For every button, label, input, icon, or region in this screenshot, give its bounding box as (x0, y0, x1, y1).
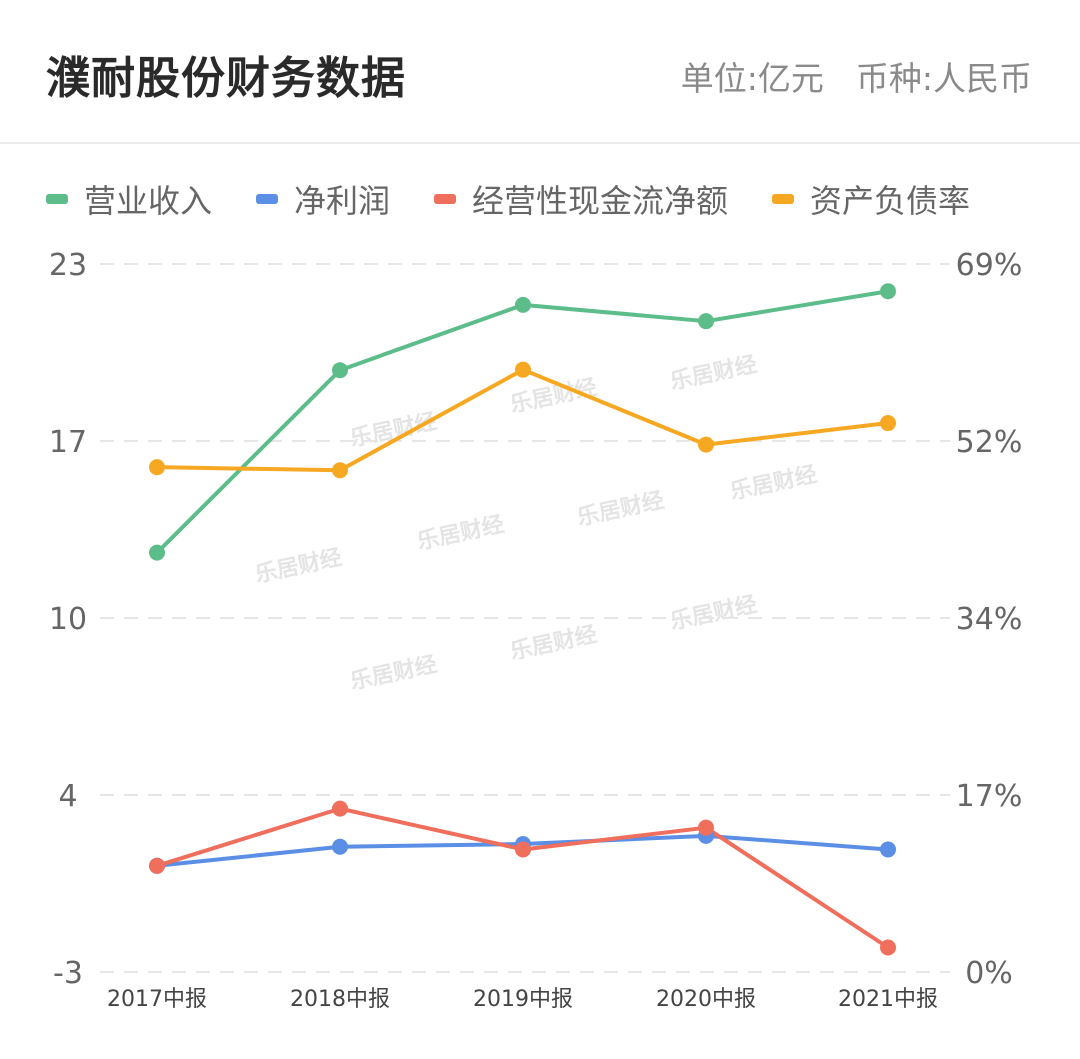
legend-item-revenue[interactable]: 营业收入 (46, 176, 212, 222)
legend-swatch-revenue (46, 194, 68, 204)
data-point[interactable] (332, 800, 348, 817)
data-point[interactable] (149, 857, 165, 874)
y-right-tick-label: 52% (956, 425, 1023, 460)
data-point[interactable] (880, 841, 896, 858)
legend-item-debt-ratio[interactable]: 资产负债率 (772, 176, 970, 222)
legend-swatch-cash-flow (434, 194, 457, 204)
y-axis-left: 23 17 10 4 -3 (49, 248, 87, 991)
unit-info: 单位:亿元 币种:人民币 (681, 52, 1032, 100)
y-right-tick-label: 0% (965, 956, 1013, 991)
chart-legend: 营业收入 净利润 经营性现金流净额 资产负债率 (46, 176, 970, 222)
watermark: 乐居财经 (575, 487, 666, 531)
data-point[interactable] (332, 838, 348, 855)
data-point[interactable] (332, 362, 348, 379)
data-point[interactable] (698, 819, 714, 836)
data-point[interactable] (698, 313, 714, 330)
data-point[interactable] (332, 462, 348, 479)
legend-swatch-debt-ratio (772, 194, 795, 204)
x-tick-label: 2019中报 (473, 987, 573, 1012)
header: 濮耐股份财务数据 单位:亿元 币种:人民币 (0, 0, 1080, 144)
watermark: 乐居财经 (728, 461, 819, 505)
series-points (149, 283, 896, 956)
legend-label-revenue: 营业收入 (84, 182, 213, 220)
y-left-tick-label: 4 (58, 779, 77, 814)
series-line (155, 367, 890, 473)
legend-item-cash-flow[interactable]: 经营性现金流净额 (434, 176, 728, 222)
legend-label-cash-flow: 经营性现金流净额 (472, 182, 729, 220)
data-point[interactable] (880, 283, 896, 300)
unit-label: 单位:亿元 (680, 59, 824, 98)
legend-item-net-profit[interactable]: 净利润 (256, 176, 390, 222)
y-left-tick-label: 10 (49, 602, 87, 637)
watermark: 乐居财经 (668, 591, 759, 635)
y-right-tick-label: 34% (956, 602, 1023, 637)
data-point[interactable] (880, 939, 896, 956)
watermark: 乐居财经 (415, 511, 506, 555)
watermark: 乐居财经 (348, 408, 439, 452)
watermark: 乐居财经 (253, 544, 344, 588)
x-tick-label: 2018中报 (290, 987, 390, 1012)
series-line (155, 806, 890, 950)
y-right-tick-label: 69% (956, 248, 1023, 283)
y-right-tick-label: 17% (956, 779, 1023, 814)
x-tick-label: 2021中报 (838, 987, 938, 1012)
data-point[interactable] (698, 436, 714, 453)
currency-label: 币种:人民币 (855, 59, 1032, 98)
data-point[interactable] (149, 544, 165, 561)
x-axis: 2017中报 2018中报 2019中报 2020中报 2021中报 (107, 987, 938, 1012)
legend-swatch-net-profit (256, 194, 279, 204)
data-point[interactable] (515, 841, 531, 858)
data-point[interactable] (880, 415, 896, 432)
legend-label-debt-ratio: 资产负债率 (810, 182, 971, 220)
watermark: 乐居财经 (508, 621, 599, 665)
legend-label-net-profit: 净利润 (294, 182, 391, 220)
data-point[interactable] (149, 459, 165, 476)
x-tick-label: 2017中报 (107, 987, 207, 1012)
y-left-tick-label: 17 (49, 425, 87, 460)
grid-lines (100, 263, 950, 973)
y-left-tick-label: -3 (53, 956, 83, 991)
page-title: 濮耐股份财务数据 (46, 53, 406, 104)
watermark: 乐居财经 (348, 651, 439, 695)
x-tick-label: 2020中报 (656, 987, 756, 1012)
data-point[interactable] (515, 361, 531, 378)
y-axis-right: 69% 52% 34% 17% 0% (956, 248, 1023, 991)
watermark: 乐居财经 (668, 351, 759, 395)
y-left-tick-label: 23 (49, 248, 87, 283)
data-point[interactable] (515, 296, 531, 313)
series-line (155, 289, 890, 555)
